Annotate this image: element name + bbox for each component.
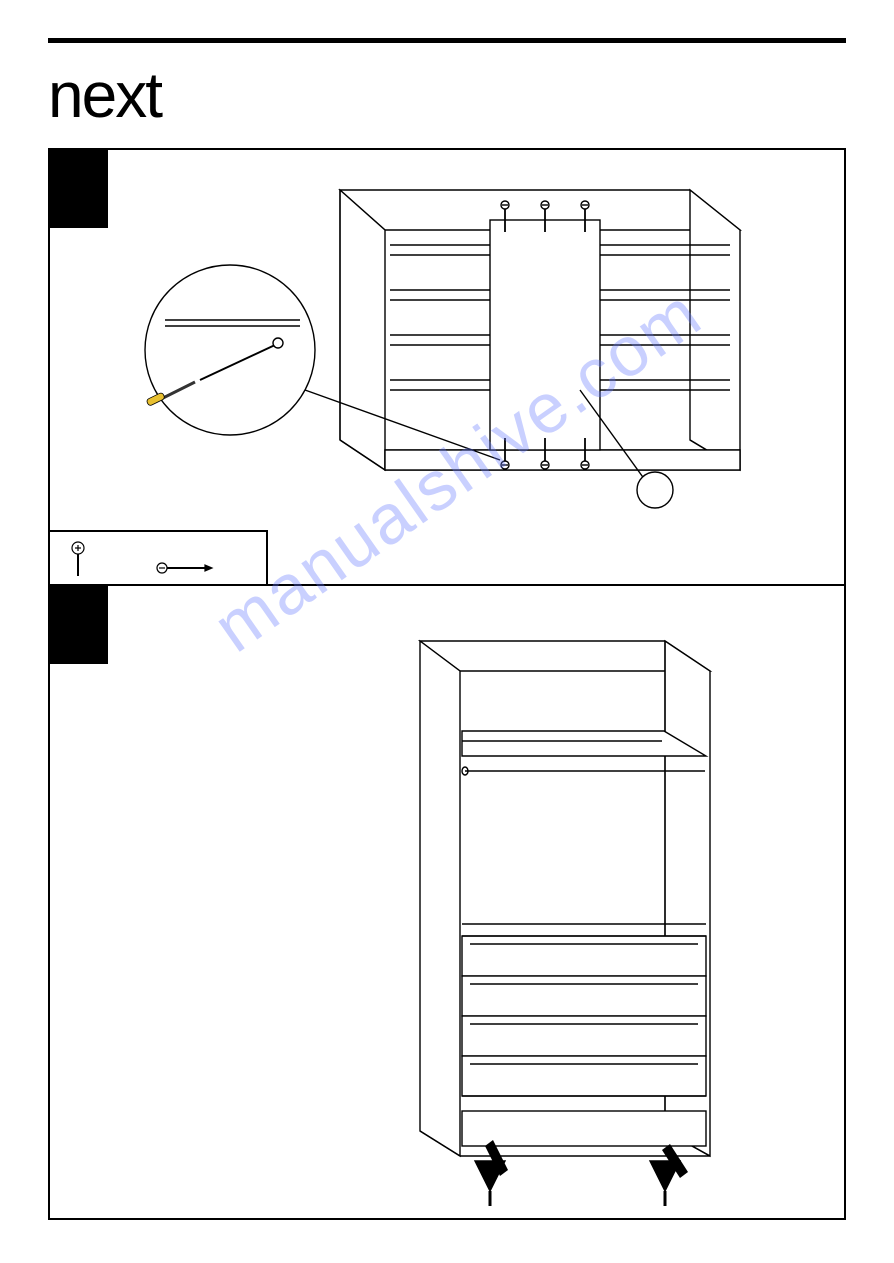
step1-diagram xyxy=(50,150,844,530)
top-rule xyxy=(48,38,846,43)
page-frame: manualshive.com xyxy=(48,148,846,1220)
hardware-box xyxy=(48,530,268,586)
brand-logo: next xyxy=(48,58,161,132)
step2-diagram xyxy=(50,586,844,1220)
